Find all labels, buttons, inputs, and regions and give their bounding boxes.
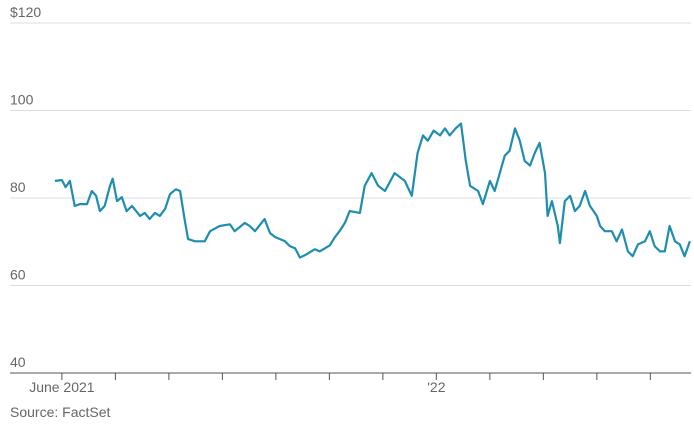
y-tick-label: $120 — [10, 4, 41, 20]
y-tick-label: 40 — [10, 354, 26, 370]
y-tick-label: 80 — [10, 179, 26, 195]
y-tick-label: 60 — [10, 267, 26, 283]
source: Source: FactSet — [10, 404, 110, 420]
price-line — [54, 122, 691, 259]
x-tick-label: '22 — [427, 379, 445, 395]
x-tick-label: June 2021 — [29, 379, 95, 395]
y-tick-label: 100 — [10, 92, 34, 108]
